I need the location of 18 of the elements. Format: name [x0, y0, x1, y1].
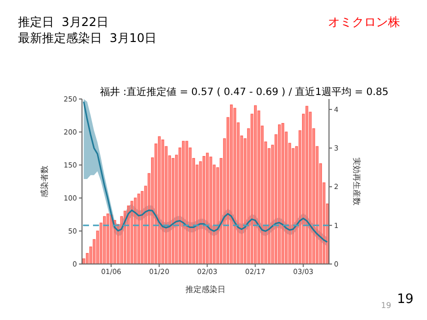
text: 19 [397, 292, 414, 307]
bar [106, 213, 110, 264]
bar [172, 158, 174, 264]
y2-axis-title: 実効再生産数 [352, 158, 362, 206]
bar [254, 105, 257, 264]
bar [103, 216, 106, 264]
bar [278, 124, 281, 264]
text: 19 [381, 301, 392, 310]
bar [130, 200, 134, 264]
chart-title: 福井 :直近推定値 = 0.57 ( 0.47 - 0.69 ) / 直近1週平均 = 0.85 [100, 86, 388, 99]
text: 推定日 3月22日 [18, 14, 109, 31]
y-axis-title: 感染者数 [40, 166, 49, 198]
text: オミクロン株 [328, 14, 400, 31]
bar [230, 104, 233, 264]
bar [202, 156, 206, 264]
x-axis-title: 推定感染日 [186, 285, 226, 294]
text: 最新推定感染日 3月10日 [18, 30, 157, 47]
bar [206, 152, 209, 264]
